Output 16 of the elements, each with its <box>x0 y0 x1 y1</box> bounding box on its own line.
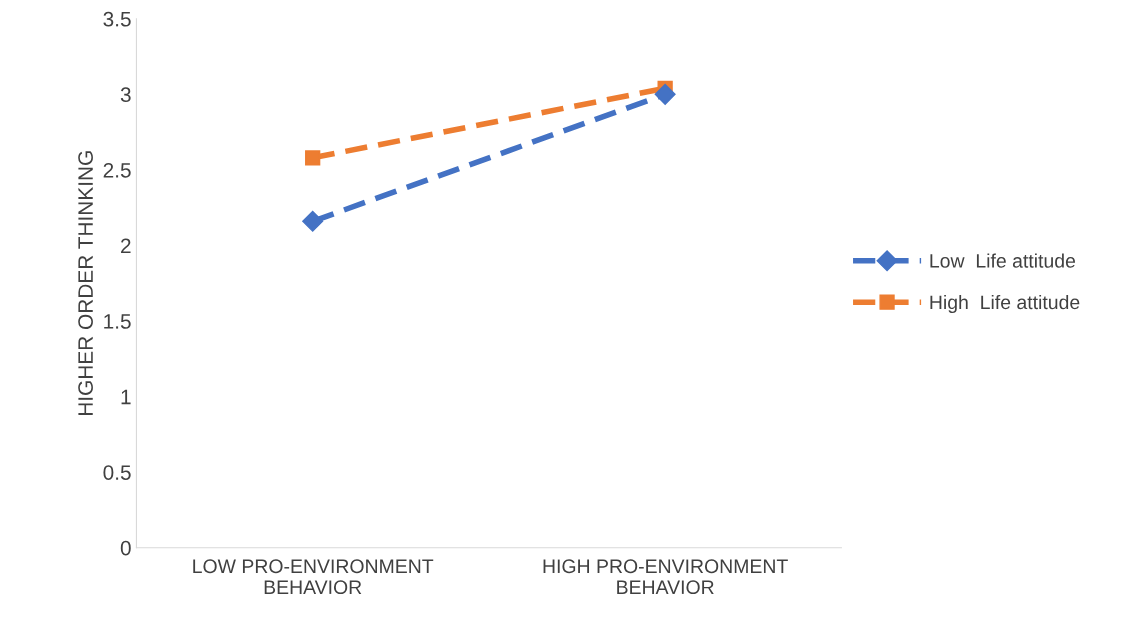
point <box>654 83 676 105</box>
y-tick-label: 0.5 <box>103 465 131 480</box>
x-tick-label: HIGH PRO-ENVIRONMENT BEHAVIOR <box>543 559 788 595</box>
y-tick-label: 2.5 <box>103 162 131 178</box>
point <box>305 150 321 166</box>
y-axis-title: HIGHER ORDER THINKING <box>78 151 93 416</box>
point <box>302 210 324 232</box>
y-tick-label: 1.5 <box>104 314 131 329</box>
y-tick-label: 3.5 <box>103 11 131 27</box>
y-tick-label: 2 <box>121 238 131 254</box>
y-tick-label: 3 <box>120 87 131 103</box>
y-tick-label: 1 <box>121 389 131 405</box>
legend-label: Low Life attitude <box>930 253 1076 268</box>
x-tick-label: LOW PRO-ENVIRONMENT BEHAVIOR <box>193 559 434 595</box>
y-tick-label: 0 <box>120 540 131 556</box>
legend-label: High Life attitude <box>930 294 1080 314</box>
